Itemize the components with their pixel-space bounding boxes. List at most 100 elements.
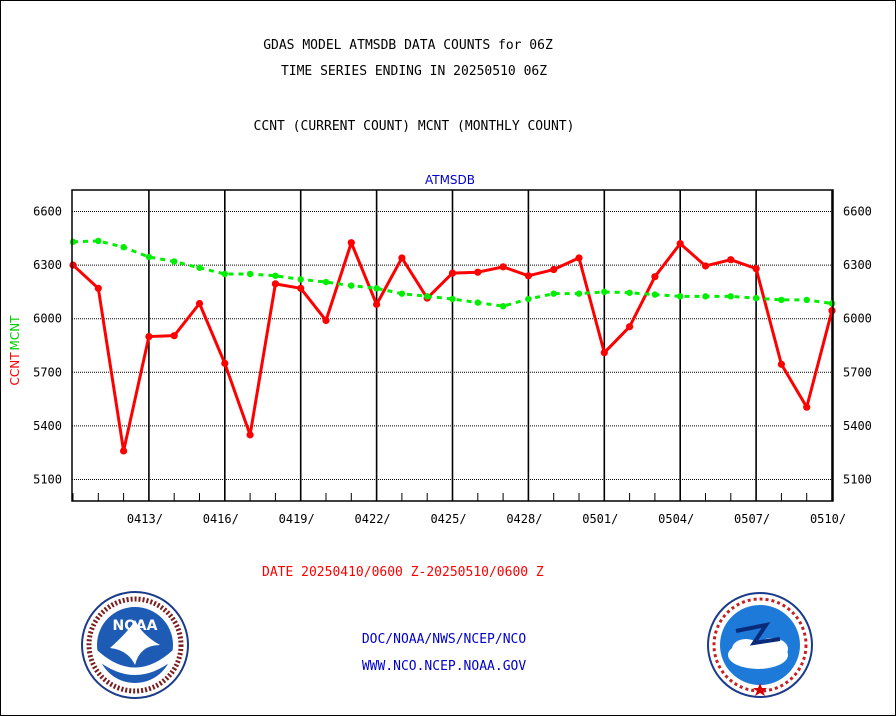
data-point-ccnt (651, 273, 659, 281)
data-point-ccnt (803, 403, 811, 411)
data-point-ccnt (828, 307, 836, 315)
data-point-mcnt (677, 293, 684, 300)
data-point-mcnt (752, 294, 760, 302)
data-point-ccnt (246, 431, 254, 439)
date-range-label: DATE 20250410/0600 Z-20250510/0600 Z (262, 565, 544, 580)
chart-subtitle: ATMSDB (425, 173, 475, 187)
chart-title-line1: GDAS MODEL ATMSDB DATA COUNTS for 06Z (263, 38, 553, 53)
y-tick-label-right: 6000 (843, 312, 872, 326)
data-point-mcnt (803, 296, 810, 304)
data-point-ccnt (752, 265, 760, 273)
data-point-ccnt (777, 360, 786, 368)
data-point-ccnt (524, 272, 533, 280)
nws-logo (707, 592, 813, 698)
data-point-ccnt (170, 332, 178, 340)
y-tick-label-left: 5100 (33, 473, 62, 487)
data-point-mcnt (297, 276, 304, 283)
noaa-logo-text: NOAA (113, 618, 158, 634)
y-axis-label-ccnt: CCNT (8, 352, 22, 386)
data-point-mcnt (69, 238, 77, 246)
data-point-ccnt (297, 284, 305, 292)
plot-area-frame (71, 189, 834, 502)
data-point-ccnt (271, 280, 279, 288)
data-point-ccnt (499, 263, 507, 271)
y-tick-label-left: 5700 (33, 365, 62, 379)
data-point-mcnt (651, 291, 659, 298)
data-point-mcnt (373, 285, 380, 292)
data-point-mcnt (272, 272, 279, 279)
data-point-mcnt (95, 237, 102, 245)
data-point-mcnt (525, 295, 532, 303)
data-point-mcnt (828, 300, 836, 307)
data-point-mcnt (474, 299, 481, 306)
x-tick-label: 0507/ (734, 512, 770, 526)
data-point-mcnt (778, 296, 785, 304)
data-point-mcnt (499, 302, 507, 310)
chart-title-line2: TIME SERIES ENDING IN 20250510 06Z (280, 64, 548, 79)
x-tick-label: 0419/ (279, 512, 315, 526)
axes-group: 5100 5100 5400 5400 5700 5700 6000 6000 6300 6300… (33, 189, 872, 526)
chart-title-line3: CCNT (CURRENT COUNT) MCNT (MONTHLY COUNT… (253, 119, 575, 134)
x-tick-label: 0510/ (810, 512, 846, 526)
data-point-ccnt (676, 240, 684, 248)
x-tick-label: 0422/ (355, 512, 391, 526)
x-tick-label: 0416/ (203, 512, 239, 526)
data-point-ccnt (448, 269, 457, 277)
x-tick-label: 0428/ (506, 512, 542, 526)
x-tick-label: 0504/ (658, 512, 694, 526)
data-point-ccnt (195, 299, 204, 308)
data-point-mcnt (727, 293, 734, 300)
data-point-ccnt (69, 261, 77, 269)
y-tick-label-left: 6300 (33, 258, 62, 272)
data-point-mcnt (601, 288, 608, 296)
data-point-ccnt (550, 265, 558, 274)
grid-lines (72, 190, 833, 501)
x-tick-label: 0425/ (430, 512, 466, 526)
data-point-ccnt (474, 268, 482, 276)
y-tick-label-right: 6600 (843, 204, 872, 218)
data-point-ccnt (347, 239, 355, 247)
y-tick-label-right: 6300 (843, 258, 872, 272)
data-point-mcnt (449, 295, 456, 303)
y-tick-label-left: 5400 (33, 419, 62, 433)
x-tick-label: 0501/ (582, 512, 618, 526)
data-point-mcnt (626, 289, 633, 296)
data-point-mcnt (221, 270, 228, 278)
data-point-ccnt (701, 262, 710, 270)
data-point-mcnt (171, 258, 178, 265)
y-tick-label-left: 6000 (33, 312, 62, 326)
data-point-mcnt (424, 293, 431, 300)
data-point-mcnt (398, 290, 406, 297)
data-point-mcnt (348, 282, 355, 289)
data-point-ccnt (600, 349, 608, 357)
y-tick-label-right: 5700 (843, 365, 872, 379)
data-point-mcnt (702, 293, 709, 300)
series-group (69, 237, 836, 455)
data-point-ccnt (145, 332, 153, 341)
data-point-ccnt (398, 254, 406, 262)
x-tick-label: 0413/ (127, 512, 163, 526)
data-point-ccnt (120, 447, 128, 455)
noaa-logo: NOAA (81, 591, 189, 699)
nco-website-link[interactable]: WWW.NCO.NCEP.NOAA.GOV (361, 659, 527, 674)
data-point-ccnt (373, 300, 381, 308)
y-axis-label-mcnt: MCNT (8, 315, 22, 351)
y-tick-label-left: 6600 (33, 204, 62, 218)
data-point-ccnt (94, 284, 102, 292)
noaa-org-link[interactable]: DOC/NOAA/NWS/NCEP/NCO (361, 632, 527, 647)
data-point-ccnt (322, 316, 330, 325)
data-point-mcnt (145, 253, 153, 261)
data-point-mcnt (322, 278, 330, 286)
y-tick-label-right: 5100 (843, 473, 872, 487)
data-point-mcnt (196, 264, 203, 271)
y-tick-label-right: 5400 (843, 419, 872, 433)
data-point-ccnt (626, 323, 634, 331)
data-point-ccnt (221, 359, 229, 367)
data-point-mcnt (120, 243, 127, 251)
data-point-mcnt (550, 290, 557, 297)
data-point-ccnt (575, 254, 583, 262)
data-point-mcnt (246, 270, 254, 278)
data-point-ccnt (727, 256, 735, 264)
data-point-mcnt (575, 290, 583, 297)
